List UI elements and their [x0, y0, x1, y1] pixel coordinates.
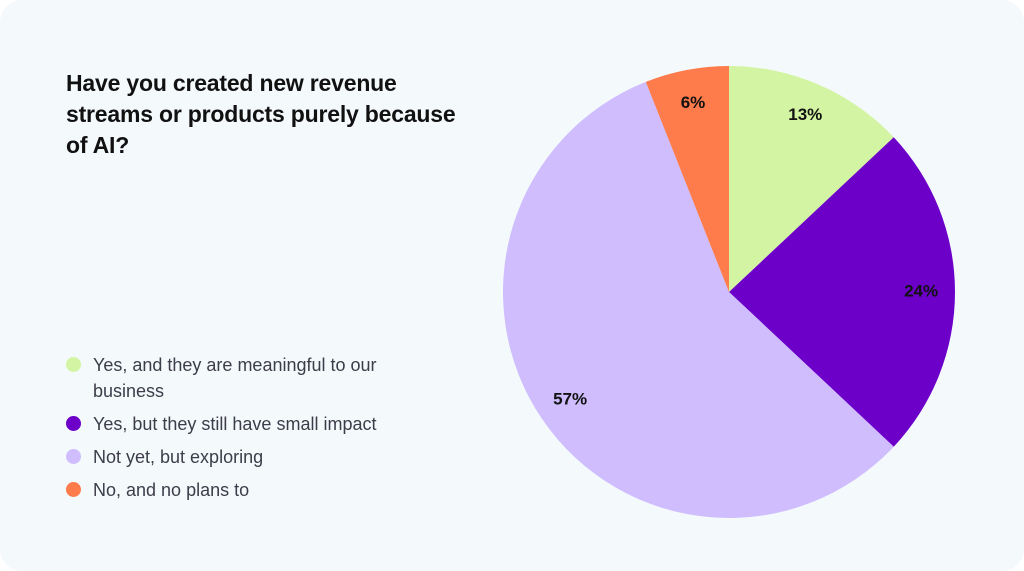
- pie-slice: [729, 137, 955, 447]
- legend-swatch: [66, 357, 81, 372]
- legend-swatch: [66, 416, 81, 431]
- value-label: 24%: [904, 281, 938, 300]
- legend-swatch: [66, 482, 81, 497]
- chart-title: Have you created new revenue streams or …: [66, 70, 456, 158]
- legend-item: Yes, but they still have small impact: [66, 411, 446, 437]
- legend-item: Yes, and they are meaningful to our busi…: [66, 352, 446, 404]
- legend-label: Yes, and they are meaningful to our busi…: [93, 355, 377, 401]
- legend-label: Yes, but they still have small impact: [93, 414, 377, 434]
- legend-label: Not yet, but exploring: [93, 447, 264, 467]
- legend-swatch: [66, 449, 81, 464]
- value-label: 57%: [553, 389, 587, 408]
- legend-item: No, and no plans to: [66, 477, 446, 503]
- legend: Yes, and they are meaningful to our busi…: [66, 352, 446, 510]
- legend-label: No, and no plans to: [93, 480, 250, 500]
- value-label: 13%: [788, 105, 822, 124]
- pie-slice: [645, 66, 729, 292]
- pie-slice: [729, 66, 894, 292]
- pie-slice: [502, 81, 894, 518]
- value-label: 6%: [681, 93, 706, 112]
- legend-item: Not yet, but exploring: [66, 444, 446, 470]
